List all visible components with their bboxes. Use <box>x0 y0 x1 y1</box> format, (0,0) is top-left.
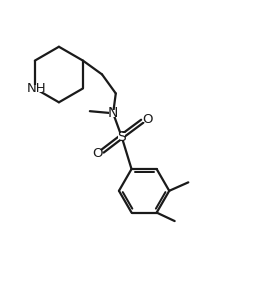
Bar <box>109 110 117 117</box>
Bar <box>143 116 151 122</box>
Bar <box>31 85 42 92</box>
Text: O: O <box>93 147 103 160</box>
Text: S: S <box>117 130 126 144</box>
Bar <box>94 150 102 156</box>
Bar <box>118 133 125 140</box>
Text: N: N <box>108 106 118 120</box>
Text: O: O <box>142 113 152 126</box>
Text: NH: NH <box>26 82 46 95</box>
